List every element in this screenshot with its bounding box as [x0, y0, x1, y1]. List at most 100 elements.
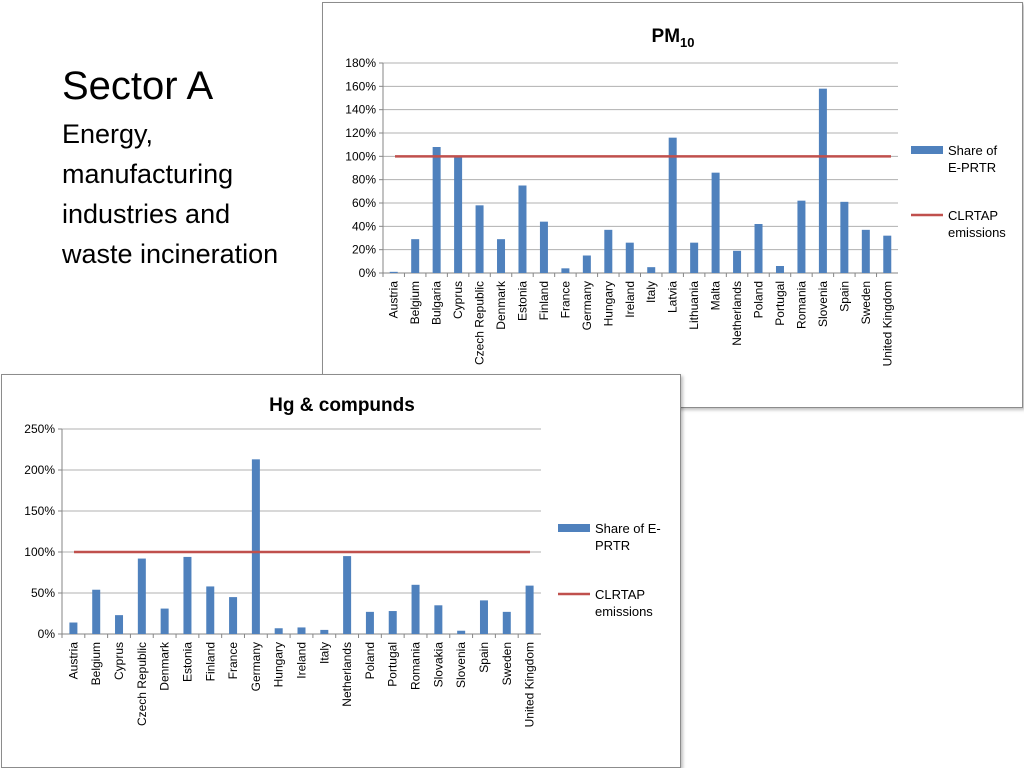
x-tick-label: Finland — [537, 281, 551, 320]
pm10-chart-panel: PM10 0% 20% 40% 60% 80% 100% 120% 140% 160% 180% Au… — [322, 2, 1023, 408]
y-tick-label: 40% — [352, 219, 376, 233]
x-tick-label: France — [226, 642, 240, 680]
x-tick-label: Poland — [752, 281, 766, 318]
legend-label: emissions — [595, 604, 653, 619]
x-tick-label: Italy — [317, 642, 331, 664]
hg-chart-panel: Hg & compunds 0% 50% 100% 150% 200% 250% Austri… — [1, 374, 681, 768]
bar-romania — [797, 200, 806, 273]
bar-latvia — [668, 137, 677, 273]
bar-austria — [389, 271, 398, 273]
bar-romania — [411, 584, 420, 634]
x-tick-label: Germany — [249, 642, 263, 691]
x-tick-label: Ireland — [623, 281, 637, 318]
bar-cyprus — [454, 156, 463, 273]
x-tick-label: Slovenia — [454, 642, 468, 688]
x-tick-label: Austria — [66, 642, 80, 680]
x-tick-label: Romania — [409, 642, 423, 690]
bar-czech-republic — [475, 205, 484, 273]
legend-swatch-bar — [911, 146, 943, 154]
x-tick-label: Slovakia — [431, 642, 445, 688]
y-tick-label: 100% — [345, 149, 376, 163]
bar-ireland — [297, 627, 306, 634]
bar-portugal — [775, 266, 784, 273]
bar-spain — [479, 600, 488, 634]
bar-sweden — [502, 611, 511, 634]
x-tick-label: United Kingdom — [523, 642, 537, 727]
x-tick-label: Malta — [709, 281, 723, 311]
x-tick-label: Belgium — [408, 281, 422, 324]
y-tick-label: 0% — [359, 266, 377, 280]
x-tick-label: Sweden — [859, 281, 873, 324]
x-tick-label: Netherlands — [730, 281, 744, 346]
bar-netherlands — [343, 556, 352, 634]
bar-finland — [539, 221, 548, 273]
subtitle-line: manufacturing — [62, 159, 234, 189]
bar-belgium — [92, 589, 101, 634]
legend-swatch-bar — [558, 524, 590, 532]
bar-estonia — [518, 185, 527, 273]
bar-ireland — [625, 242, 634, 273]
x-tick-label: Slovenia — [816, 281, 830, 327]
bar-italy — [647, 267, 656, 273]
y-tick-label: 120% — [345, 126, 376, 140]
bar-france — [561, 268, 570, 273]
x-tick-label: Hungary — [601, 281, 615, 326]
x-tick-label: Czech Republic — [135, 642, 149, 726]
bar-belgium — [411, 239, 420, 273]
x-tick-label: Cyprus — [451, 281, 465, 319]
y-tick-label: 20% — [352, 243, 376, 257]
x-tick-label: Germany — [580, 281, 594, 330]
x-tick-label: Finland — [203, 642, 217, 681]
chart-title-main: Hg & compunds — [269, 395, 415, 416]
x-tick-label: Belgium — [89, 642, 103, 685]
x-tick-label: Spain — [837, 281, 851, 312]
x-tick-label: Denmark — [158, 641, 172, 691]
y-tick-label: 250% — [24, 422, 55, 436]
y-tick-label: 200% — [24, 463, 55, 477]
bar-hungary — [274, 628, 283, 634]
y-tick-label: 60% — [352, 196, 376, 210]
bar-italy — [320, 629, 329, 634]
bar-finland — [206, 586, 215, 634]
x-tick-label: Romania — [794, 281, 808, 329]
y-tick-label: 140% — [345, 103, 376, 117]
subtitle-line: waste incineration — [62, 239, 279, 269]
pm10-chart: PM100%20%40%60%80%100%120%140%160%180%Au… — [345, 26, 1006, 366]
bar-bulgaria — [432, 147, 441, 273]
y-tick-label: 50% — [31, 586, 55, 600]
bar-poland — [754, 224, 763, 273]
x-tick-label: Spain — [477, 642, 491, 673]
bar-cyprus — [115, 615, 124, 634]
bar-denmark — [497, 239, 506, 273]
y-tick-label: 160% — [345, 79, 376, 93]
y-tick-label: 180% — [345, 56, 376, 70]
x-tick-label: France — [558, 281, 572, 319]
x-tick-label: Bulgaria — [430, 281, 444, 325]
bar-denmark — [160, 608, 169, 634]
x-tick-label: Hungary — [272, 642, 286, 687]
chart-title-main: PM — [652, 26, 681, 47]
x-tick-label: Portugal — [386, 642, 400, 687]
y-tick-label: 150% — [24, 504, 55, 518]
bar-netherlands — [733, 250, 742, 273]
bar-united-kingdom — [525, 585, 534, 634]
chart-title: Hg & compunds — [269, 395, 415, 416]
x-tick-label: Estonia — [515, 281, 529, 321]
bar-austria — [69, 622, 78, 634]
x-tick-label: Portugal — [773, 281, 787, 326]
x-tick-label: Lithuania — [687, 281, 701, 330]
y-tick-label: 100% — [24, 545, 55, 559]
y-tick-label: 80% — [352, 173, 376, 187]
bar-france — [229, 597, 238, 634]
x-tick-label: Austria — [387, 281, 401, 319]
x-tick-label: Cyprus — [112, 642, 126, 680]
slide-text-block: Sector A Energy, manufacturing industrie… — [62, 62, 332, 274]
x-tick-label: Denmark — [494, 280, 508, 330]
bar-sweden — [861, 229, 870, 273]
legend-label: Share of — [948, 143, 998, 158]
subtitle-line: industries and — [62, 199, 231, 229]
bar-germany — [251, 459, 260, 634]
bar-slovenia — [457, 630, 466, 634]
bar-portugal — [388, 611, 397, 634]
y-tick-label: 0% — [38, 627, 56, 641]
